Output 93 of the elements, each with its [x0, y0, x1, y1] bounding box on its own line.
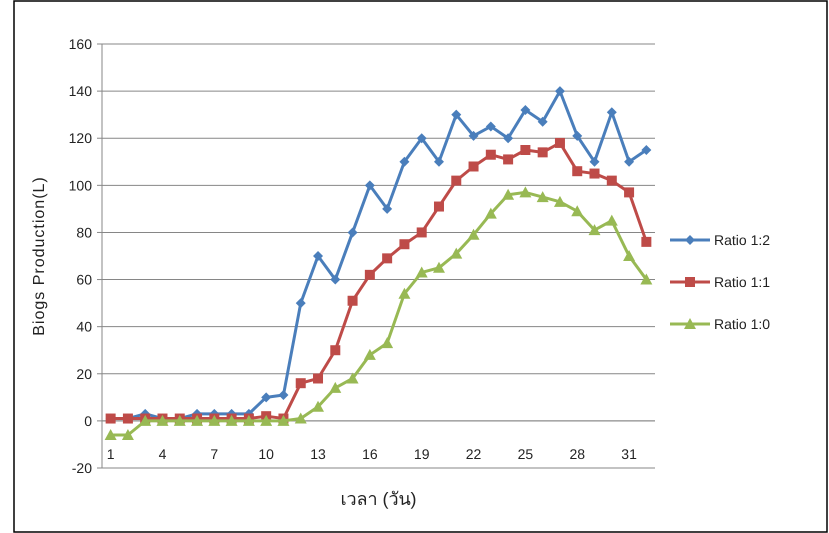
- point: [346, 372, 359, 384]
- point: [260, 414, 272, 426]
- point: [554, 138, 565, 148]
- point: [348, 227, 358, 238]
- x-tick-label: 25: [518, 446, 534, 462]
- point: [484, 208, 497, 219]
- point: [313, 251, 324, 261]
- y-tick-label: 100: [68, 177, 92, 194]
- point: [554, 86, 565, 96]
- point: [330, 345, 340, 356]
- legend-label: Ratio 1:1: [714, 274, 770, 290]
- point: [382, 253, 392, 264]
- point: [571, 205, 584, 216]
- point: [590, 156, 600, 167]
- x-tick-label: 16: [362, 446, 378, 462]
- point: [640, 274, 652, 285]
- point: [503, 154, 514, 164]
- point: [416, 266, 428, 278]
- point: [641, 236, 652, 247]
- point: [451, 176, 462, 186]
- point: [312, 400, 324, 412]
- point: [623, 250, 636, 261]
- point: [296, 378, 306, 388]
- point: [606, 107, 617, 118]
- y-tick-label: 80: [76, 224, 92, 240]
- point: [399, 156, 410, 167]
- point: [434, 156, 444, 167]
- point: [278, 390, 288, 400]
- point: [641, 145, 652, 155]
- x-tick-label: 10: [258, 446, 274, 462]
- legend-label: Ratio 1:0: [714, 316, 770, 332]
- x-tick-label: 13: [310, 446, 326, 462]
- point: [520, 104, 530, 115]
- point: [382, 204, 392, 214]
- point: [364, 348, 376, 360]
- point: [468, 130, 479, 141]
- x-tick-label: 28: [569, 446, 586, 462]
- point: [590, 168, 600, 179]
- x-tick-label: 4: [158, 446, 167, 462]
- y-tick-label: 60: [76, 272, 92, 288]
- point: [538, 147, 548, 158]
- y-tick-label: 140: [68, 83, 92, 100]
- y-tick-label: 0: [84, 412, 92, 429]
- point: [468, 161, 479, 172]
- y-tick-label: 20: [76, 366, 92, 382]
- point: [416, 227, 427, 238]
- point: [104, 429, 117, 440]
- point: [486, 121, 496, 132]
- point: [606, 214, 618, 226]
- point: [434, 202, 444, 212]
- point: [486, 150, 496, 160]
- x-axis-title: เวลา (วัน): [340, 489, 416, 509]
- point: [261, 392, 272, 402]
- point: [294, 412, 307, 424]
- point: [381, 337, 394, 348]
- y-tick-label: -20: [72, 460, 92, 476]
- point: [624, 156, 634, 167]
- y-tick-label: 40: [76, 318, 92, 335]
- point: [606, 176, 617, 186]
- point: [399, 239, 410, 250]
- point: [536, 191, 549, 202]
- point: [122, 429, 134, 440]
- point: [364, 180, 375, 190]
- point: [538, 116, 548, 127]
- point: [572, 166, 582, 176]
- point: [330, 274, 340, 285]
- point: [329, 382, 342, 393]
- legend-label: Ratio 1:2: [714, 232, 770, 248]
- point: [364, 270, 375, 280]
- point: [451, 110, 462, 120]
- point: [572, 130, 582, 141]
- point: [432, 262, 445, 273]
- x-tick-label: 7: [210, 446, 218, 462]
- x-tick-label: 31: [621, 446, 638, 462]
- point: [468, 228, 480, 240]
- point: [398, 288, 410, 299]
- point: [503, 133, 514, 144]
- x-tick-label: 19: [414, 446, 430, 462]
- point: [624, 187, 634, 198]
- point: [313, 373, 324, 384]
- point: [296, 298, 306, 308]
- point: [554, 196, 566, 207]
- point: [502, 188, 514, 200]
- y-tick-label: 160: [68, 36, 92, 52]
- x-tick-label: 1: [106, 446, 115, 462]
- point: [588, 224, 601, 236]
- point: [416, 133, 427, 144]
- y-axis-title: Biogs Production(L): [31, 176, 48, 336]
- point: [520, 145, 530, 155]
- x-tick-label: 22: [466, 446, 482, 462]
- point: [519, 186, 532, 198]
- y-tick-label: 120: [68, 130, 92, 146]
- point: [348, 296, 358, 306]
